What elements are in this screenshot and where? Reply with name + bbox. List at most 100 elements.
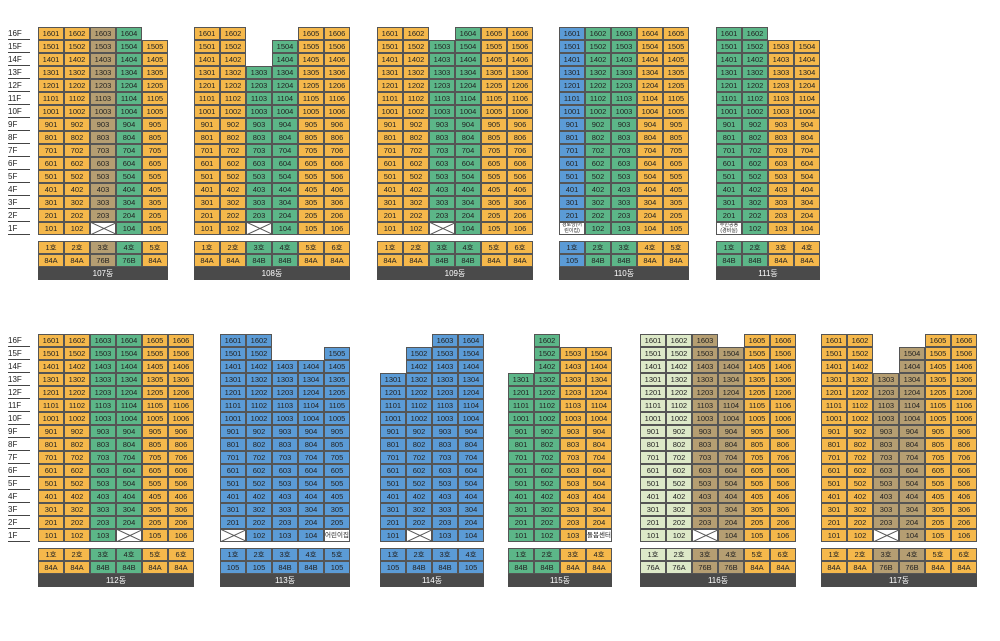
unit-cell[interactable]: 901	[38, 118, 64, 131]
unit-cell[interactable]: 1504	[458, 347, 484, 360]
unit-cell[interactable]: 1601	[220, 334, 246, 347]
unit-cell[interactable]: 506	[951, 477, 977, 490]
unit-cell[interactable]: 1102	[220, 92, 246, 105]
unit-cell[interactable]: 304	[637, 196, 663, 209]
unit-cell[interactable]: 1606	[507, 27, 533, 40]
unit-cell[interactable]: 301	[716, 196, 742, 209]
unit-cell[interactable]: 904	[718, 425, 744, 438]
unit-cell[interactable]: 604	[794, 157, 820, 170]
unit-cell[interactable]: 504	[458, 477, 484, 490]
unit-cell[interactable]: 505	[324, 477, 350, 490]
unit-cell[interactable]: 901	[821, 425, 847, 438]
unit-cell[interactable]: 1503	[90, 40, 116, 53]
unit-cell[interactable]: 1403	[768, 53, 794, 66]
unit-cell[interactable]: 405	[142, 183, 168, 196]
unit-cell[interactable]: 101	[640, 529, 666, 542]
unit-cell[interactable]: 202	[403, 209, 429, 222]
unit-cell[interactable]: 1203	[692, 386, 718, 399]
unit-cell[interactable]: 1601	[194, 27, 220, 40]
unit-cell[interactable]: 1303	[611, 66, 637, 79]
unit-cell[interactable]: 804	[455, 131, 481, 144]
unit-cell[interactable]: 1103	[246, 92, 272, 105]
unit-cell[interactable]: 906	[507, 118, 533, 131]
unit-cell[interactable]: 504	[586, 477, 612, 490]
unit-cell[interactable]: 302	[585, 196, 611, 209]
unit-cell[interactable]: 1603	[90, 27, 116, 40]
unit-cell[interactable]: 104	[637, 222, 663, 235]
unit-cell[interactable]: 1302	[847, 373, 873, 386]
unit-cell[interactable]: 505	[925, 477, 951, 490]
unit-cell[interactable]: 804	[718, 438, 744, 451]
unit-cell[interactable]: 1401	[38, 360, 64, 373]
unit-cell[interactable]: 1405	[142, 53, 168, 66]
unit-cell[interactable]: 506	[507, 170, 533, 183]
unit-cell[interactable]: 1305	[298, 66, 324, 79]
unit-cell[interactable]: 1305	[925, 373, 951, 386]
unit-cell[interactable]: 1601	[640, 334, 666, 347]
unit-cell[interactable]: 1402	[847, 360, 873, 373]
unit-cell[interactable]: 1605	[663, 27, 689, 40]
unit-cell[interactable]: 1202	[742, 79, 768, 92]
unit-cell[interactable]: 404	[586, 490, 612, 503]
unit-cell[interactable]: 303	[429, 196, 455, 209]
unit-cell[interactable]: 1403	[272, 360, 298, 373]
unit-cell[interactable]: 705	[298, 144, 324, 157]
unit-cell[interactable]: 1503	[429, 40, 455, 53]
unit-cell[interactable]: 905	[142, 425, 168, 438]
unit-cell[interactable]: 1001	[380, 412, 406, 425]
unit-cell[interactable]: 101	[38, 529, 64, 542]
unit-cell[interactable]: 404	[637, 183, 663, 196]
unit-cell[interactable]: 1104	[272, 92, 298, 105]
unit-cell[interactable]: 605	[744, 464, 770, 477]
unit-cell[interactable]: 906	[770, 425, 796, 438]
unit-cell[interactable]: 1104	[455, 92, 481, 105]
unit-cell[interactable]: 604	[718, 464, 744, 477]
unit-cell[interactable]: 702	[847, 451, 873, 464]
unit-cell[interactable]: 902	[534, 425, 560, 438]
unit-cell[interactable]: 902	[847, 425, 873, 438]
unit-cell[interactable]: 602	[246, 464, 272, 477]
unit-cell[interactable]: 505	[663, 170, 689, 183]
unit-cell[interactable]: 204	[455, 209, 481, 222]
unit-cell[interactable]: 503	[90, 477, 116, 490]
unit-cell[interactable]: 1204	[794, 79, 820, 92]
unit-cell[interactable]: 1302	[220, 66, 246, 79]
unit-cell[interactable]: 604	[272, 157, 298, 170]
unit-cell[interactable]: 1403	[90, 360, 116, 373]
unit-cell[interactable]: 602	[64, 464, 90, 477]
unit-cell[interactable]: 1406	[507, 53, 533, 66]
unit-cell[interactable]: 1504	[586, 347, 612, 360]
unit-cell[interactable]: 302	[742, 196, 768, 209]
unit-cell[interactable]: 804	[116, 131, 142, 144]
unit-cell[interactable]: 1501	[821, 347, 847, 360]
unit-cell[interactable]: 1502	[534, 347, 560, 360]
unit-cell[interactable]: 1002	[406, 412, 432, 425]
unit-cell[interactable]: 1105	[142, 399, 168, 412]
unit-cell[interactable]: 403	[246, 183, 272, 196]
unit-cell[interactable]: 501	[716, 170, 742, 183]
unit-cell[interactable]: 502	[64, 170, 90, 183]
unit-cell[interactable]: 303	[873, 503, 899, 516]
unit-cell[interactable]: 1002	[64, 105, 90, 118]
unit-cell[interactable]: 1202	[406, 386, 432, 399]
unit-cell[interactable]: 601	[559, 157, 585, 170]
unit-cell[interactable]: 1301	[640, 373, 666, 386]
unit-cell[interactable]: 501	[38, 170, 64, 183]
unit-cell[interactable]: 201	[38, 516, 64, 529]
unit-cell[interactable]: 401	[377, 183, 403, 196]
unit-cell[interactable]: 301	[194, 196, 220, 209]
unit-cell[interactable]: 1302	[742, 66, 768, 79]
unit-cell[interactable]: 204	[116, 516, 142, 529]
unit-cell[interactable]: 305	[142, 196, 168, 209]
unit-cell[interactable]: 701	[508, 451, 534, 464]
unit-cell[interactable]: 201	[377, 209, 403, 222]
unit-cell[interactable]: 1505	[663, 40, 689, 53]
unit-cell[interactable]: 103	[768, 222, 794, 235]
unit-cell[interactable]: 1503	[768, 40, 794, 53]
unit-cell[interactable]: 401	[380, 490, 406, 503]
unit-cell[interactable]: 1502	[585, 40, 611, 53]
unit-cell[interactable]: 804	[298, 438, 324, 451]
unit-cell[interactable]: 505	[298, 170, 324, 183]
unit-cell[interactable]: 706	[168, 451, 194, 464]
unit-cell[interactable]: 1405	[481, 53, 507, 66]
